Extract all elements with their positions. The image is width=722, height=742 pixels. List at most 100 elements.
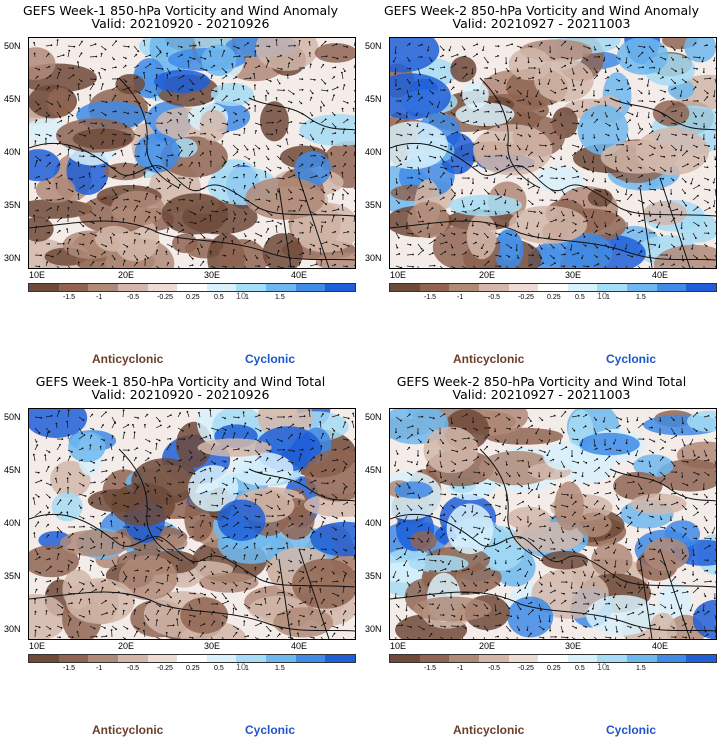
wind-arrow-head — [396, 223, 399, 226]
wind-arrow-head — [417, 454, 419, 457]
wind-arrow — [714, 449, 716, 451]
wind-arrow-head — [34, 182, 37, 185]
wind-arrow-head — [266, 577, 269, 580]
wind-arrow — [56, 183, 58, 190]
wind-arrow-head — [50, 414, 53, 417]
wind-arrow — [527, 185, 534, 190]
wind-arrow-head — [245, 495, 248, 497]
wind-arrow-head — [270, 109, 273, 112]
wind-arrow-head — [464, 251, 467, 254]
wind-arrow-head — [247, 487, 250, 490]
wind-arrow-head — [323, 495, 326, 498]
wind-arrow-head — [521, 165, 524, 168]
wind-arrow — [604, 456, 610, 462]
wind-arrow — [309, 598, 313, 605]
wind-arrow-head — [573, 551, 576, 553]
wind-arrow-head — [553, 557, 556, 559]
wind-arrow — [100, 612, 108, 616]
wind-arrow — [648, 100, 655, 103]
wind-arrow-head — [541, 419, 544, 421]
wind-arrow-head — [125, 80, 128, 83]
wind-arrow-head — [441, 528, 443, 531]
wind-arrow-head — [663, 475, 666, 478]
wind-arrow-head — [319, 588, 322, 590]
wind-arrow-head — [399, 556, 402, 558]
wind-arrow-head — [224, 254, 227, 257]
wind-arrow-head — [283, 448, 285, 451]
wind-arrow-head — [488, 556, 491, 559]
wind-arrow-head — [270, 490, 273, 493]
wind-arrow-head — [577, 461, 580, 464]
wind-arrow-head — [636, 419, 638, 422]
wind-arrow — [461, 199, 465, 207]
wind-arrow-head — [209, 150, 212, 153]
wind-arrow-head — [636, 530, 639, 533]
wind-arrow-head — [243, 620, 246, 623]
wind-arrow-head — [518, 148, 521, 151]
wind-arrow-head — [423, 558, 426, 561]
wind-arrow-head — [520, 189, 523, 192]
wind-arrow — [287, 166, 292, 172]
wind-arrow-head — [562, 531, 565, 533]
wind-arrow — [615, 416, 622, 420]
wind-arrow-head — [158, 439, 161, 442]
wind-arrow-head — [300, 222, 303, 225]
wind-arrow-head — [56, 588, 59, 590]
wind-arrow-head — [452, 539, 454, 542]
wind-arrow-head — [77, 193, 80, 196]
wind-arrow-head — [325, 55, 328, 58]
wind-arrow — [450, 416, 453, 424]
wind-arrow — [111, 207, 118, 212]
wind-arrow-head — [299, 52, 302, 55]
wind-arrow-head — [540, 212, 543, 215]
wind-arrow-head — [168, 425, 171, 428]
wind-arrow-head — [315, 263, 318, 266]
wind-arrow-head — [191, 434, 194, 437]
wind-arrow — [89, 56, 97, 58]
wind-arrow-head — [67, 409, 70, 412]
wind-arrow — [221, 592, 227, 599]
wind-arrow-head — [73, 593, 75, 595]
wind-arrow — [582, 166, 589, 170]
wind-arrow-head — [707, 474, 710, 476]
wind-arrow-head — [59, 141, 62, 143]
wind-arrow-head — [301, 112, 304, 115]
wind-arrow-head — [92, 469, 95, 471]
wind-arrow-head — [138, 142, 141, 145]
wind-arrow-head — [111, 435, 114, 437]
wind-arrow-head — [580, 452, 583, 455]
wind-arrow-head — [551, 102, 553, 105]
wind-arrow — [45, 207, 51, 212]
wind-arrow-head — [186, 410, 189, 413]
wind-arrow — [560, 243, 566, 249]
wind-arrow-head — [204, 593, 207, 596]
wind-arrow-head — [114, 94, 117, 97]
vorticity-map — [28, 37, 356, 269]
wind-arrow — [166, 548, 173, 551]
wind-arrow-head — [258, 590, 261, 593]
wind-arrow-head — [180, 559, 183, 562]
wind-arrow-head — [337, 594, 340, 597]
wind-arrow-head — [704, 160, 706, 163]
wind-arrow-head — [271, 507, 273, 510]
wind-arrow — [459, 526, 463, 533]
wind-arrow-head — [69, 238, 71, 241]
wind-arrow-head — [518, 424, 520, 427]
wind-arrow — [221, 50, 225, 58]
wind-arrow-head — [415, 519, 418, 522]
wind-arrow-head — [143, 544, 146, 547]
wind-arrow-head — [71, 451, 73, 453]
wind-arrow-head — [279, 110, 281, 112]
wind-arrow-head — [395, 84, 397, 87]
wind-arrow-head — [487, 131, 489, 134]
wind-arrow-head — [618, 200, 621, 202]
wind-arrow-head — [530, 563, 532, 566]
wind-arrow-head — [708, 189, 711, 192]
wind-arrow-head — [169, 201, 172, 204]
wind-arrow-head — [641, 128, 644, 131]
wind-arrow-head — [476, 53, 478, 56]
wind-arrow-head — [283, 89, 285, 92]
wind-arrow — [308, 410, 311, 418]
wind-arrow-head — [92, 261, 95, 263]
wind-arrow — [483, 100, 491, 104]
